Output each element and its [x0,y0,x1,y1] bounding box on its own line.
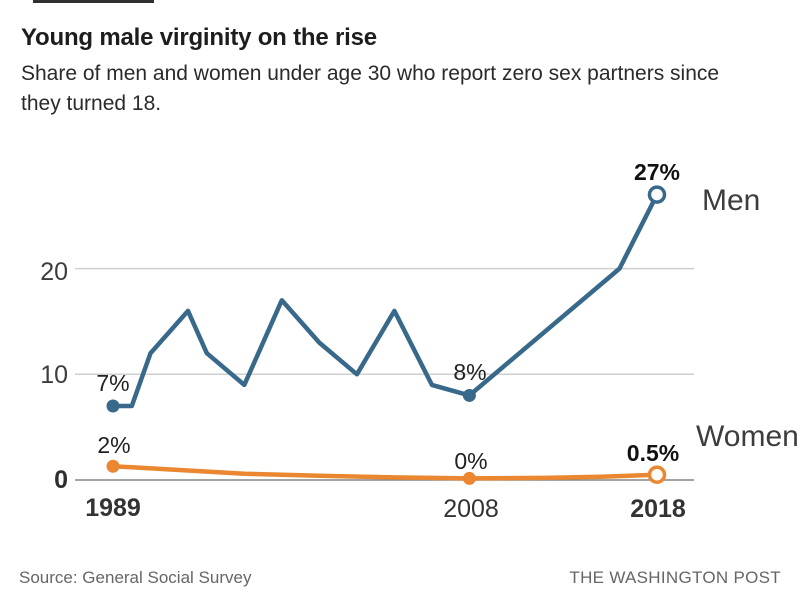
series-lines [110,192,660,481]
publisher-credit: THE WASHINGTON POST [569,568,781,587]
data-label-women-1989: 2% [97,432,131,458]
chart-subtitle: Share of men and women under age 30 who … [21,59,719,119]
x-tick-2018: 2018 [630,495,686,523]
data-label-men-1989: 7% [96,370,130,396]
x-tick-1989: 1989 [85,494,141,522]
data-label-women-2018: 0.5% [626,440,680,466]
chart-title: Young male virginity on the rise [21,24,377,51]
chart-subtitle-line-2: they turned 18. [21,92,162,115]
x-tick-2008: 2008 [443,495,499,523]
y-tick-0: 0 [54,466,68,494]
y-tick-10: 10 [40,361,68,389]
series-label-women: Women [696,420,799,453]
data-label-men-2018: 27% [633,159,681,185]
y-tick-20: 20 [40,258,68,286]
series-markers [106,185,667,485]
chart-subtitle-line-1: Share of men and women under age 30 who … [21,62,720,85]
data-label-men-2008: 8% [453,359,487,385]
data-label-women-2008: 0% [454,448,488,474]
gridlines [75,267,694,481]
cropped-top-text-remnant [33,0,154,3]
source-note: Source: General Social Survey [19,568,252,587]
series-label-men: Men [702,184,761,217]
